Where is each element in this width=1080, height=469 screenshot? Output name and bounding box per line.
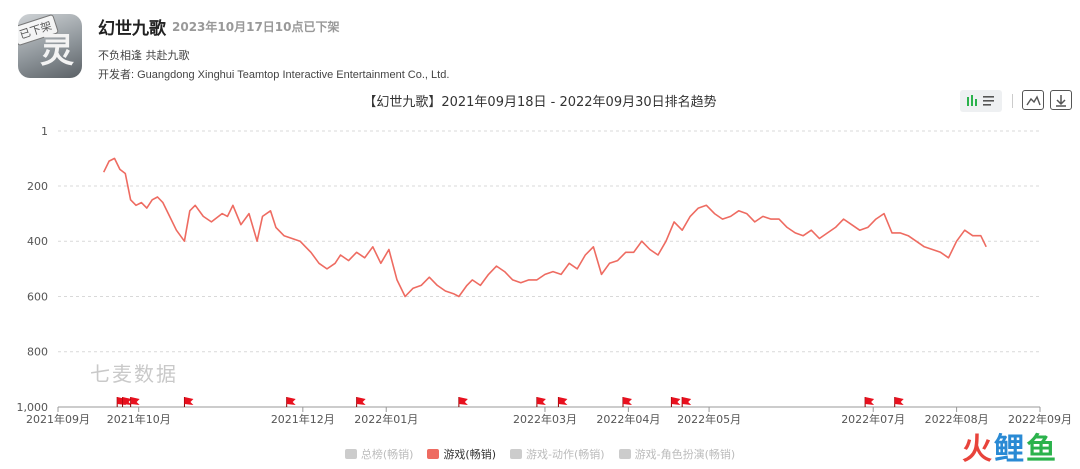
legend-label: 游戏-动作(畅销) bbox=[526, 448, 605, 461]
app-status: 2023年10月17日10点已下架 bbox=[172, 20, 340, 34]
event-flag-icon bbox=[865, 397, 875, 405]
y-tick-label: 600 bbox=[27, 290, 48, 303]
y-tick-label: 400 bbox=[27, 235, 48, 248]
x-tick-label: 2022年05月 bbox=[677, 412, 741, 426]
x-tick-label: 2022年07月 bbox=[841, 412, 905, 426]
download-icon bbox=[1056, 95, 1066, 107]
legend-item-games[interactable]: 游戏(畅销) bbox=[427, 446, 496, 462]
x-tick-label: 2022年01月 bbox=[354, 412, 418, 426]
app-icon: 已下架 灵 bbox=[18, 14, 82, 78]
event-flag-icon bbox=[558, 397, 568, 405]
event-flag-icon bbox=[894, 397, 904, 405]
app-title: 幻世九歌 bbox=[98, 19, 166, 39]
chart-legend: 总榜(畅销) 游戏(畅销) 游戏-动作(畅销) 游戏-角色扮演(畅销) bbox=[0, 446, 1080, 462]
event-flag-icon bbox=[536, 397, 546, 405]
x-tick-label: 2022年08月 bbox=[925, 412, 989, 426]
x-tick-label: 2021年12月 bbox=[271, 412, 335, 426]
event-flag-icon bbox=[458, 397, 468, 405]
toolbar-divider bbox=[1012, 94, 1013, 108]
legend-item-rpg[interactable]: 游戏-角色扮演(畅销) bbox=[618, 446, 736, 462]
legend-swatch bbox=[344, 449, 357, 459]
download-button[interactable] bbox=[1050, 90, 1072, 110]
save-image-button[interactable] bbox=[1022, 90, 1044, 110]
legend-item-action[interactable]: 游戏-动作(畅销) bbox=[510, 446, 605, 462]
legend-label: 游戏-角色扮演(畅销) bbox=[634, 448, 736, 461]
watermark: 七麦数据 bbox=[90, 362, 178, 386]
image-icon bbox=[1026, 95, 1041, 106]
legend-item-total[interactable]: 总榜(畅销) bbox=[344, 446, 414, 462]
event-flag-icon bbox=[122, 397, 132, 405]
series-line-games bbox=[102, 157, 987, 298]
x-tick-label: 2022年04月 bbox=[596, 412, 660, 426]
legend-swatch bbox=[510, 449, 523, 459]
brand-logo: 火鲤鱼 bbox=[962, 432, 1058, 467]
chart-title: 【幻世九歌】2021年09月18日 - 2022年09月30日排名趋势 bbox=[363, 95, 717, 110]
y-tick-label: 1,000 bbox=[17, 401, 49, 414]
legend-label: 总榜(畅销) bbox=[360, 448, 414, 461]
app-developer: 开发者: Guangdong Xinghui Teamtop Interacti… bbox=[98, 69, 450, 81]
event-flag-icon bbox=[130, 397, 140, 405]
event-flag-icon bbox=[356, 397, 366, 405]
bar-list-toggle-icon bbox=[967, 95, 994, 106]
app-icon-glyph: 灵 bbox=[40, 31, 74, 71]
event-flag-icon bbox=[286, 397, 296, 405]
x-tick-label: 2021年10月 bbox=[107, 412, 171, 426]
y-tick-label: 1 bbox=[41, 125, 48, 138]
bar-list-toggle-button[interactable] bbox=[960, 90, 1002, 112]
y-tick-label: 200 bbox=[27, 180, 48, 193]
x-tick-label: 2022年03月 bbox=[513, 412, 577, 426]
x-tick-label: 2022年09月 bbox=[1008, 412, 1072, 426]
event-flag-icon bbox=[622, 397, 632, 405]
legend-swatch bbox=[427, 449, 440, 459]
event-flag-icon bbox=[671, 397, 681, 405]
event-flag-icon bbox=[682, 397, 692, 405]
event-flag-icon bbox=[184, 397, 194, 405]
legend-label: 游戏(畅销) bbox=[443, 448, 497, 461]
x-tick-label: 2021年09月 bbox=[26, 412, 90, 426]
app-slogan: 不负相逢 共赴九歌 bbox=[98, 49, 190, 62]
legend-swatch bbox=[618, 449, 631, 459]
y-tick-label: 800 bbox=[27, 346, 48, 359]
